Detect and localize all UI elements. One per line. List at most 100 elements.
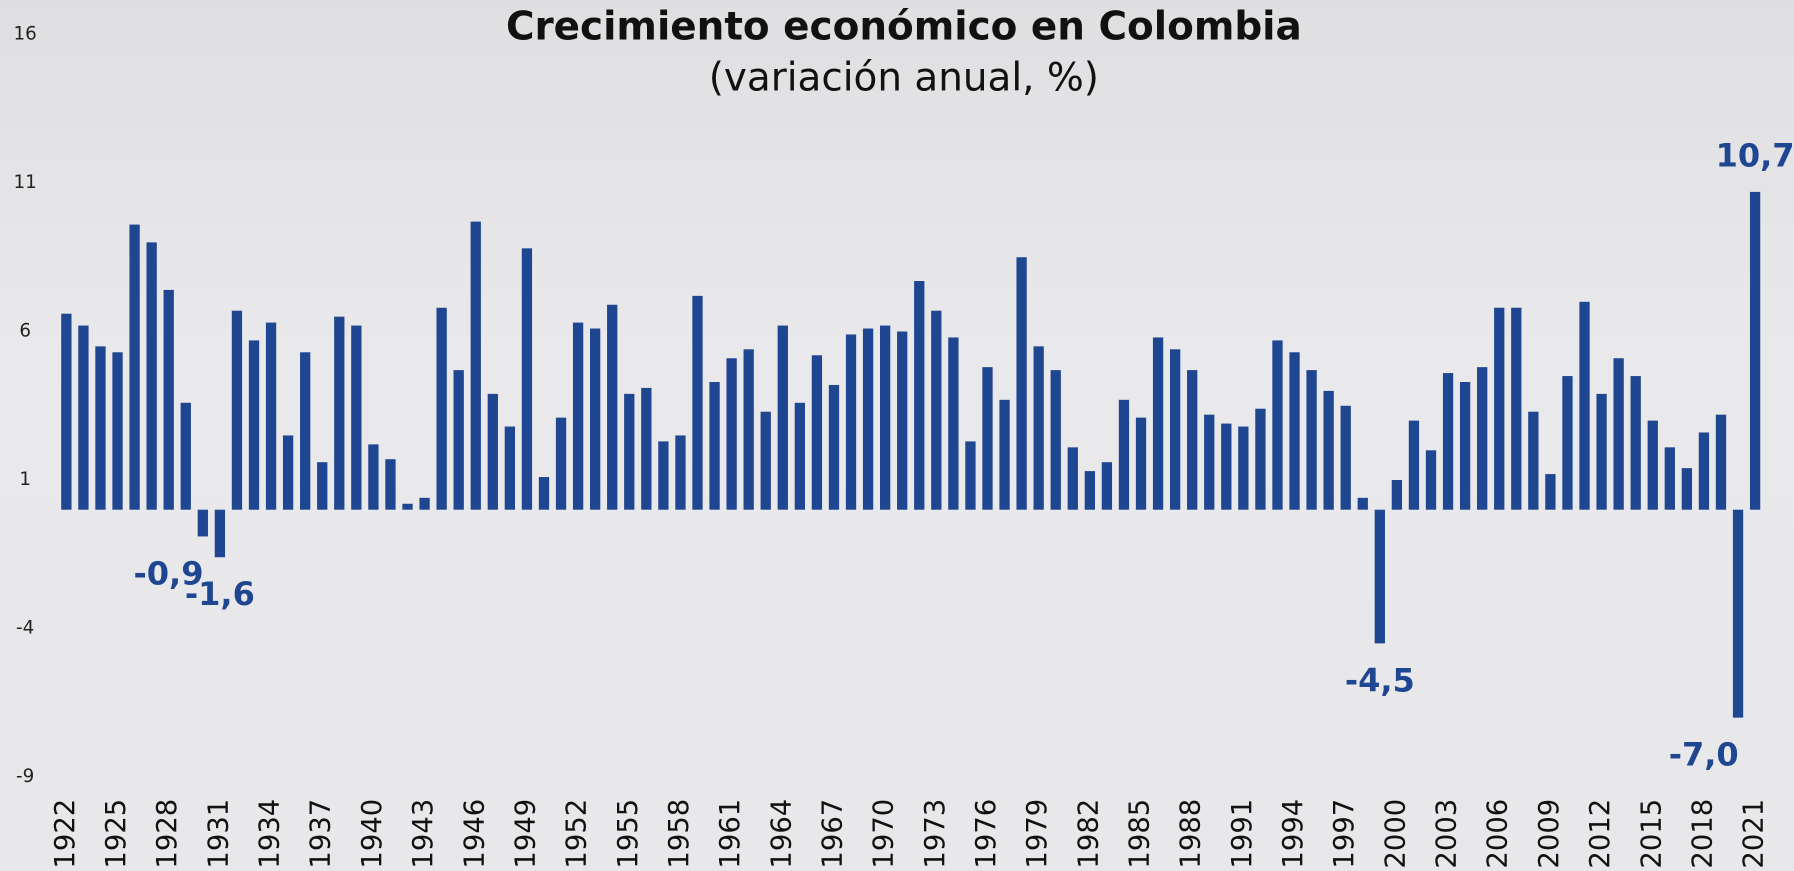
y-tick-label: 6 (19, 320, 31, 341)
bar (931, 310, 942, 510)
bar (265, 322, 277, 510)
bar (1084, 471, 1095, 510)
bar (1272, 340, 1283, 510)
bar (453, 370, 464, 510)
bar (709, 381, 720, 510)
bar (1238, 426, 1249, 510)
x-tick-label: 1964 (766, 799, 797, 869)
bar (1323, 390, 1334, 510)
chart-title: Crecimiento económico en Colombia (506, 4, 1302, 49)
bar (1340, 405, 1351, 510)
bar (470, 221, 481, 510)
bar (1511, 307, 1522, 510)
bar (862, 328, 874, 510)
bar (914, 281, 925, 510)
bar (78, 325, 89, 510)
bar (112, 352, 123, 510)
x-tick-label: 2012 (1585, 799, 1616, 869)
bar (1187, 370, 1198, 510)
x-tick-label: 1952 (562, 799, 593, 869)
bar (163, 289, 174, 510)
bar (1050, 370, 1061, 510)
bar (1579, 301, 1590, 510)
bar (1374, 509, 1385, 644)
y-tick-label: 11 (14, 172, 37, 193)
bar (129, 224, 140, 510)
bar (180, 402, 191, 510)
y-tick-label: -9 (16, 766, 34, 787)
bar (300, 352, 311, 510)
x-tick-label: 1931 (203, 799, 234, 869)
x-tick-label: 1985 (1125, 799, 1156, 869)
x-tick-label: 2003 (1432, 799, 1463, 869)
bar (521, 248, 533, 510)
x-tick-label: 2021 (1739, 799, 1770, 869)
bar (879, 325, 891, 510)
bar (282, 435, 294, 510)
bar (1596, 393, 1607, 510)
bar (1067, 447, 1078, 510)
bar (1647, 420, 1658, 510)
bar (1664, 447, 1675, 510)
bar (61, 313, 72, 510)
bar (555, 417, 567, 510)
bar (1477, 367, 1488, 510)
x-tick-label: 1961 (715, 799, 746, 869)
bar (1442, 373, 1454, 510)
bar (743, 349, 754, 510)
x-tick-label: 1979 (1022, 799, 1053, 869)
bar (1033, 346, 1044, 510)
bar (1221, 423, 1232, 510)
bar (351, 325, 362, 510)
bar (436, 307, 447, 510)
bar (1204, 414, 1215, 510)
x-tick-label: 1970 (869, 799, 900, 869)
data-label: -4,5 (1345, 661, 1415, 699)
bar (1357, 497, 1368, 510)
x-tick-label: 2006 (1483, 799, 1514, 869)
bar (811, 355, 823, 510)
bar (726, 358, 737, 510)
bar (1135, 417, 1147, 510)
bar (1494, 307, 1505, 510)
x-tick-label: 1928 (152, 799, 183, 869)
x-tick-label: 1973 (920, 799, 951, 869)
bar (214, 509, 226, 558)
bar (794, 402, 806, 510)
bar (948, 337, 959, 510)
bar (965, 441, 976, 510)
x-tick-label: 2009 (1534, 799, 1565, 869)
x-tick-label: 2018 (1687, 799, 1718, 869)
x-tick-label: 1922 (50, 799, 81, 869)
data-label: -7,0 (1669, 736, 1739, 774)
bar (1101, 462, 1113, 510)
data-label: 10,7 (1716, 137, 1794, 175)
bar (385, 459, 396, 510)
bar (828, 384, 840, 510)
bar (368, 444, 379, 510)
bar (999, 399, 1010, 510)
bar (1459, 381, 1471, 510)
data-label: -0,9 (133, 554, 203, 592)
bar (1545, 474, 1556, 510)
bar (845, 334, 857, 510)
x-tick-label: 1946 (459, 799, 490, 869)
data-label: -1,6 (185, 575, 255, 613)
bar (1391, 480, 1403, 510)
bar (624, 393, 635, 510)
x-tick-label: 1982 (1073, 799, 1104, 869)
bar (1306, 370, 1317, 510)
bar (402, 503, 413, 510)
bar (1152, 337, 1164, 510)
bar (897, 331, 908, 510)
bar (1698, 432, 1710, 510)
y-tick-label: -4 (16, 618, 34, 639)
bar (1255, 408, 1266, 510)
bar (487, 393, 498, 510)
bar (590, 328, 601, 510)
bar (231, 310, 243, 510)
bar (334, 316, 345, 510)
bar (675, 435, 686, 510)
x-tick-label: 1988 (1176, 799, 1207, 869)
bar (317, 462, 328, 510)
